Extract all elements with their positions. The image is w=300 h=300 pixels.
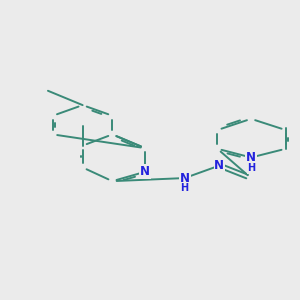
- Text: N: N: [180, 172, 190, 184]
- Text: N: N: [140, 165, 150, 178]
- Text: H: H: [247, 163, 255, 173]
- Text: N: N: [246, 151, 256, 164]
- Text: H: H: [181, 183, 189, 193]
- Text: N: N: [214, 159, 224, 172]
